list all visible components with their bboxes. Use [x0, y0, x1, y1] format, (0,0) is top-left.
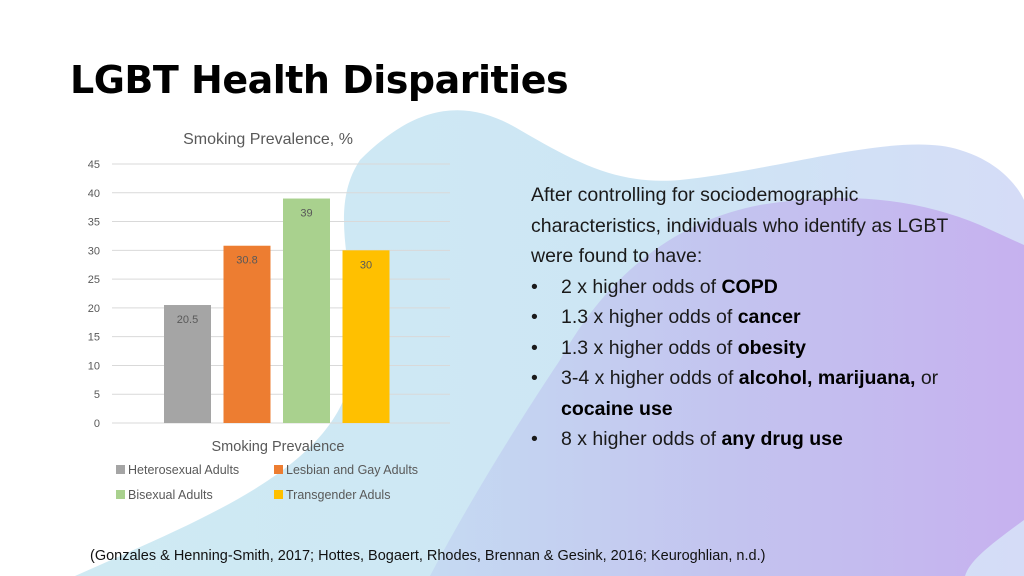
- finding-item: • 1.3 x higher odds of cancer: [531, 302, 971, 333]
- y-tick-label: 10: [88, 360, 100, 372]
- y-tick-label: 25: [88, 274, 100, 286]
- legend-label: Bisexual Adults: [128, 488, 213, 502]
- slide-title: LGBT Health Disparities: [70, 58, 569, 102]
- y-tick-label: 40: [88, 188, 100, 200]
- finding-item: • 8 x higher odds of any drug use: [531, 424, 971, 455]
- y-tick-label: 30: [88, 245, 100, 257]
- y-tick-label: 5: [94, 389, 100, 401]
- x-axis-label: Smoking Prevalence: [212, 439, 345, 455]
- bullet-icon: •: [531, 275, 538, 298]
- finding-highlight: any drug use: [721, 428, 843, 450]
- legend-swatch: [116, 465, 125, 474]
- finding-highlight: cocaine use: [561, 397, 673, 420]
- finding-item: • 2 x higher odds of COPD: [531, 272, 971, 303]
- legend-swatch: [274, 465, 283, 474]
- bullet-icon: •: [531, 428, 538, 450]
- legend-swatch: [274, 490, 283, 499]
- purple-blob: [430, 197, 1024, 576]
- bar-lesbian-and-gay-adults: [223, 245, 271, 423]
- findings-intro: After controlling for sociodemographic c…: [531, 184, 948, 267]
- y-tick-label: 45: [88, 159, 100, 171]
- bar-data-label: 39: [300, 208, 312, 220]
- bullet-icon: •: [531, 367, 538, 389]
- legend-item: Bisexual Adults: [116, 488, 213, 502]
- citation: (Gonzales & Henning-Smith, 2017; Hottes,…: [90, 548, 766, 564]
- y-tick-label: 0: [94, 418, 100, 430]
- bar-data-label: 30.8: [236, 255, 257, 267]
- y-tick-label: 35: [88, 217, 100, 229]
- bar-data-label: 30: [360, 259, 372, 271]
- bar-heterosexual-adults: [164, 305, 211, 423]
- bullet-icon: •: [531, 306, 538, 328]
- legend-item: Heterosexual Adults: [116, 463, 239, 477]
- finding-highlight: alcohol, marijuana,: [738, 367, 916, 389]
- bar-bisexual-adults: [283, 198, 330, 423]
- bar-transgender-aduls: [342, 250, 390, 423]
- legend-label: Heterosexual Adults: [128, 463, 239, 477]
- chart-title: Smoking Prevalence, %: [183, 131, 353, 148]
- legend-label: Transgender Aduls: [286, 488, 390, 502]
- findings-list: • 2 x higher odds of COPD • 1.3 x higher…: [531, 272, 971, 455]
- y-tick-label: 20: [88, 303, 100, 315]
- legend-item: Lesbian and Gay Adults: [274, 463, 418, 477]
- finding-item: • 3-4 x higher odds of alcohol, marijuan…: [531, 363, 971, 424]
- finding-highlight: COPD: [721, 275, 778, 298]
- finding-highlight: cancer: [737, 306, 801, 328]
- y-tick-label: 15: [88, 332, 100, 344]
- finding-highlight: obesity: [737, 336, 806, 359]
- bar-data-label: 20.5: [177, 314, 198, 326]
- finding-item: • 1.3 x higher odds of obesity: [531, 333, 971, 364]
- legend-label: Lesbian and Gay Adults: [286, 463, 418, 477]
- findings-text: After controlling for sociodemographic c…: [531, 180, 971, 455]
- bullet-icon: •: [531, 336, 538, 359]
- legend-swatch: [116, 490, 125, 499]
- legend-item: Transgender Aduls: [274, 488, 390, 502]
